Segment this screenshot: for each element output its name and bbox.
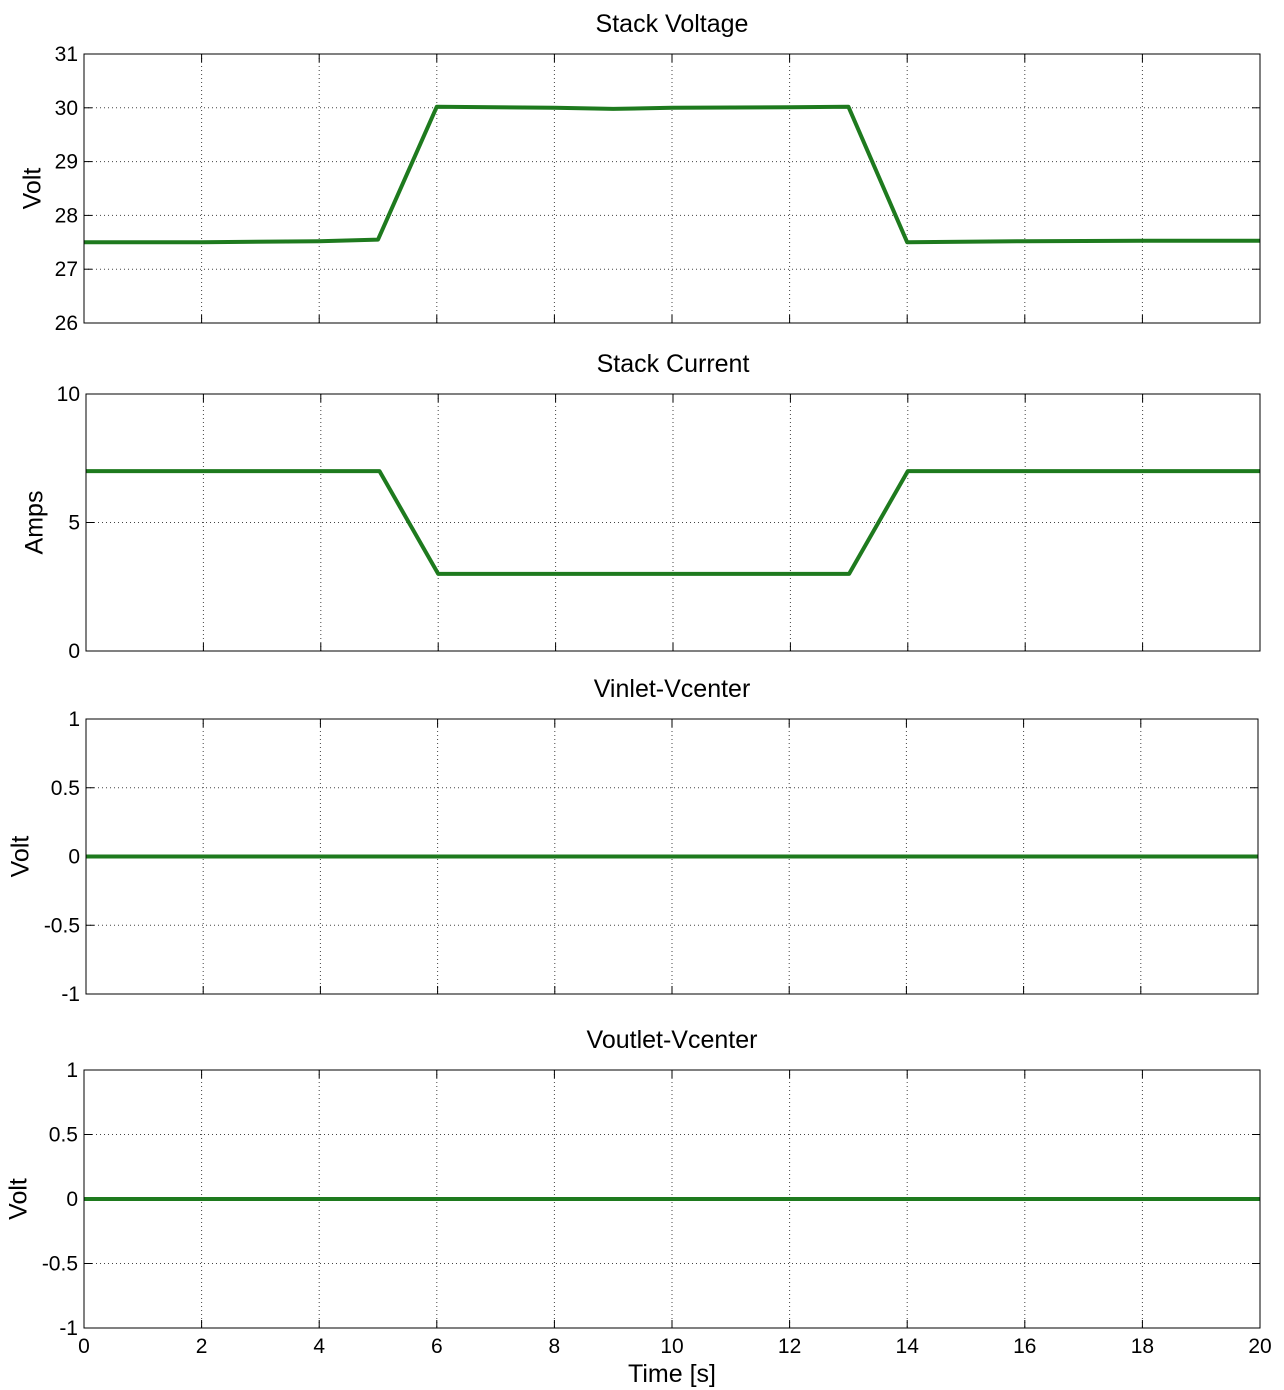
plot-frame	[85, 718, 1259, 995]
subplot-4: -1-0.500.510 2 4 6 8 10 12 14 16 18 20Voutlet-Vcen…	[5, 1026, 1272, 1388]
x-tick-label: 0	[78, 1335, 90, 1358]
y-tick-label: 0	[68, 640, 80, 663]
chart-title: Stack Current	[597, 350, 750, 378]
y-axis-label: Volt	[7, 836, 35, 878]
y-tick-label: 0	[66, 1188, 78, 1211]
y-tick-label: 10	[57, 383, 80, 406]
x-tick-label: 12	[778, 1335, 801, 1358]
subplot-2: 0 5 10 Stack Current Amps	[21, 350, 1261, 663]
y-tick-label: 27	[55, 258, 78, 281]
x-tick-label: 20	[1248, 1335, 1271, 1358]
x-tick-label: 18	[1131, 1335, 1154, 1358]
x-tick-label: 8	[549, 1335, 561, 1358]
y-axis-label: Volt	[19, 168, 47, 210]
plot-frame	[83, 1069, 1261, 1329]
series-line	[84, 104, 1260, 245]
y-tick-label: 5	[68, 512, 80, 535]
y-tick-label: -0.5	[42, 1253, 78, 1276]
x-tick-label: 10	[660, 1335, 683, 1358]
chart-title: Stack Voltage	[596, 10, 749, 38]
y-tick-label: 29	[55, 151, 78, 174]
y-tick-label: 26	[55, 312, 78, 335]
y-tick-label: 30	[55, 97, 78, 120]
y-axis-label: Amps	[21, 491, 49, 555]
y-tick-label: 0	[68, 846, 80, 869]
chart-title: Voutlet-Vcenter	[587, 1026, 758, 1054]
x-axis-label: Time [s]	[628, 1360, 716, 1388]
series-line	[86, 469, 1260, 576]
y-tick-label: -1	[59, 1317, 78, 1340]
y-tick-label: 1	[68, 708, 80, 731]
plot-frame	[83, 53, 1261, 324]
chart-title: Vinlet-Vcenter	[594, 675, 751, 703]
subplot-1: 26 27 28 29 30 31 Stack Voltage Volt	[19, 10, 1261, 335]
y-tick-label: 0.5	[51, 777, 80, 800]
y-tick-label: -0.5	[44, 914, 80, 937]
x-tick-label: 6	[431, 1335, 443, 1358]
y-tick-label: 1	[66, 1059, 78, 1082]
y-tick-label: 31	[55, 43, 78, 66]
y-tick-label: 0.5	[49, 1124, 78, 1147]
y-axis-label: Volt	[5, 1178, 33, 1220]
x-tick-label: 2	[196, 1335, 208, 1358]
x-tick-label: 16	[1013, 1335, 1036, 1358]
x-tick-label: 4	[313, 1335, 325, 1358]
y-tick-label: -1	[61, 983, 80, 1006]
plot-frame	[85, 393, 1261, 652]
subplot-3: -1 -0.5 0 0.5 1 Vinlet-Vcenter Volt	[7, 675, 1259, 1006]
x-tick-label: 14	[896, 1335, 920, 1358]
y-tick-label: 28	[55, 204, 78, 227]
